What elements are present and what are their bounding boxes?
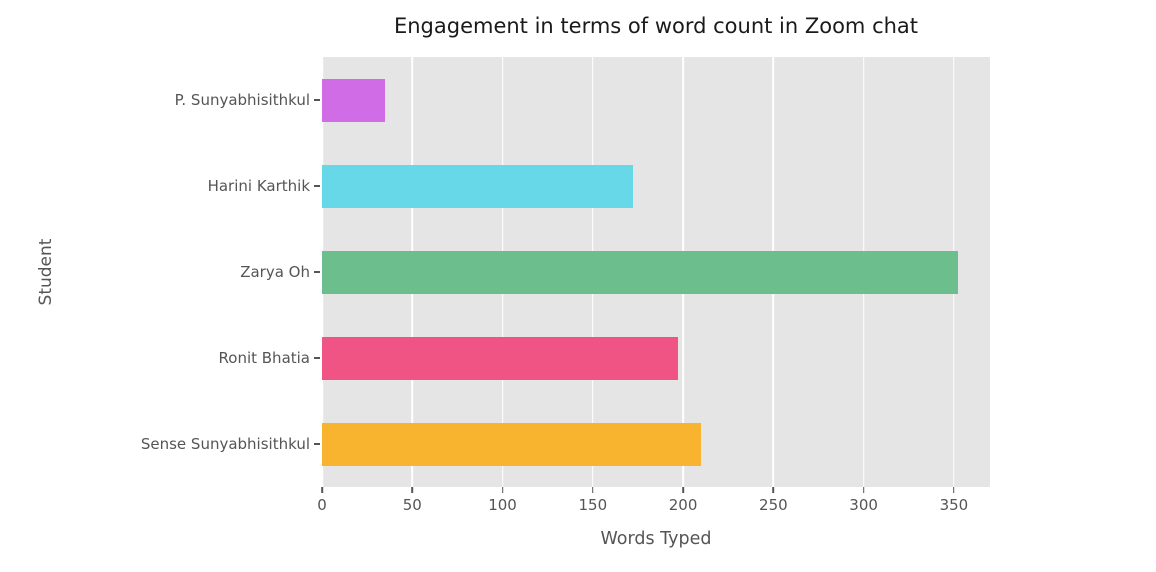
x-tick-mark — [321, 487, 323, 493]
x-tick-label: 150 — [578, 496, 608, 514]
y-tick-mark — [314, 357, 320, 359]
y-tick-mark — [314, 99, 320, 101]
y-tick-label: Sense Sunyabhisithkul — [140, 435, 310, 453]
x-tick-label: 200 — [668, 496, 698, 514]
y-tick-mark — [314, 185, 320, 187]
x-axis-label: Words Typed — [600, 529, 712, 549]
y-tick-label: Ronit Bhatia — [218, 349, 310, 367]
plot-area — [321, 57, 990, 487]
x-tick-mark — [953, 487, 955, 493]
y-tick-mark — [314, 443, 320, 445]
y-tick-mark — [314, 271, 320, 273]
y-tick-label: P. Sunyabhisithkul — [174, 91, 310, 109]
x-tick-label: 100 — [488, 496, 517, 514]
x-tick-mark — [862, 487, 865, 493]
bar — [322, 250, 958, 294]
x-tick-label: 0 — [317, 496, 327, 514]
x-tick-mark — [682, 487, 684, 493]
y-tick-label: Harini Karthik — [207, 177, 310, 195]
x-tick-label: 350 — [939, 496, 969, 514]
x-tick-label: 250 — [759, 496, 788, 514]
x-tick-mark — [772, 487, 775, 493]
bar — [322, 78, 386, 122]
x-tick-label: 300 — [849, 496, 878, 514]
bar — [322, 422, 702, 466]
chart-title: Engagement in terms of word count in Zoo… — [393, 14, 919, 38]
x-tick-mark — [501, 487, 504, 493]
x-tick-mark — [411, 487, 414, 493]
bar — [322, 164, 633, 208]
y-tick-label: Zarya Oh — [240, 263, 310, 281]
x-tick-mark — [592, 487, 594, 493]
bar — [322, 336, 678, 380]
x-tick-label: 50 — [402, 496, 422, 514]
